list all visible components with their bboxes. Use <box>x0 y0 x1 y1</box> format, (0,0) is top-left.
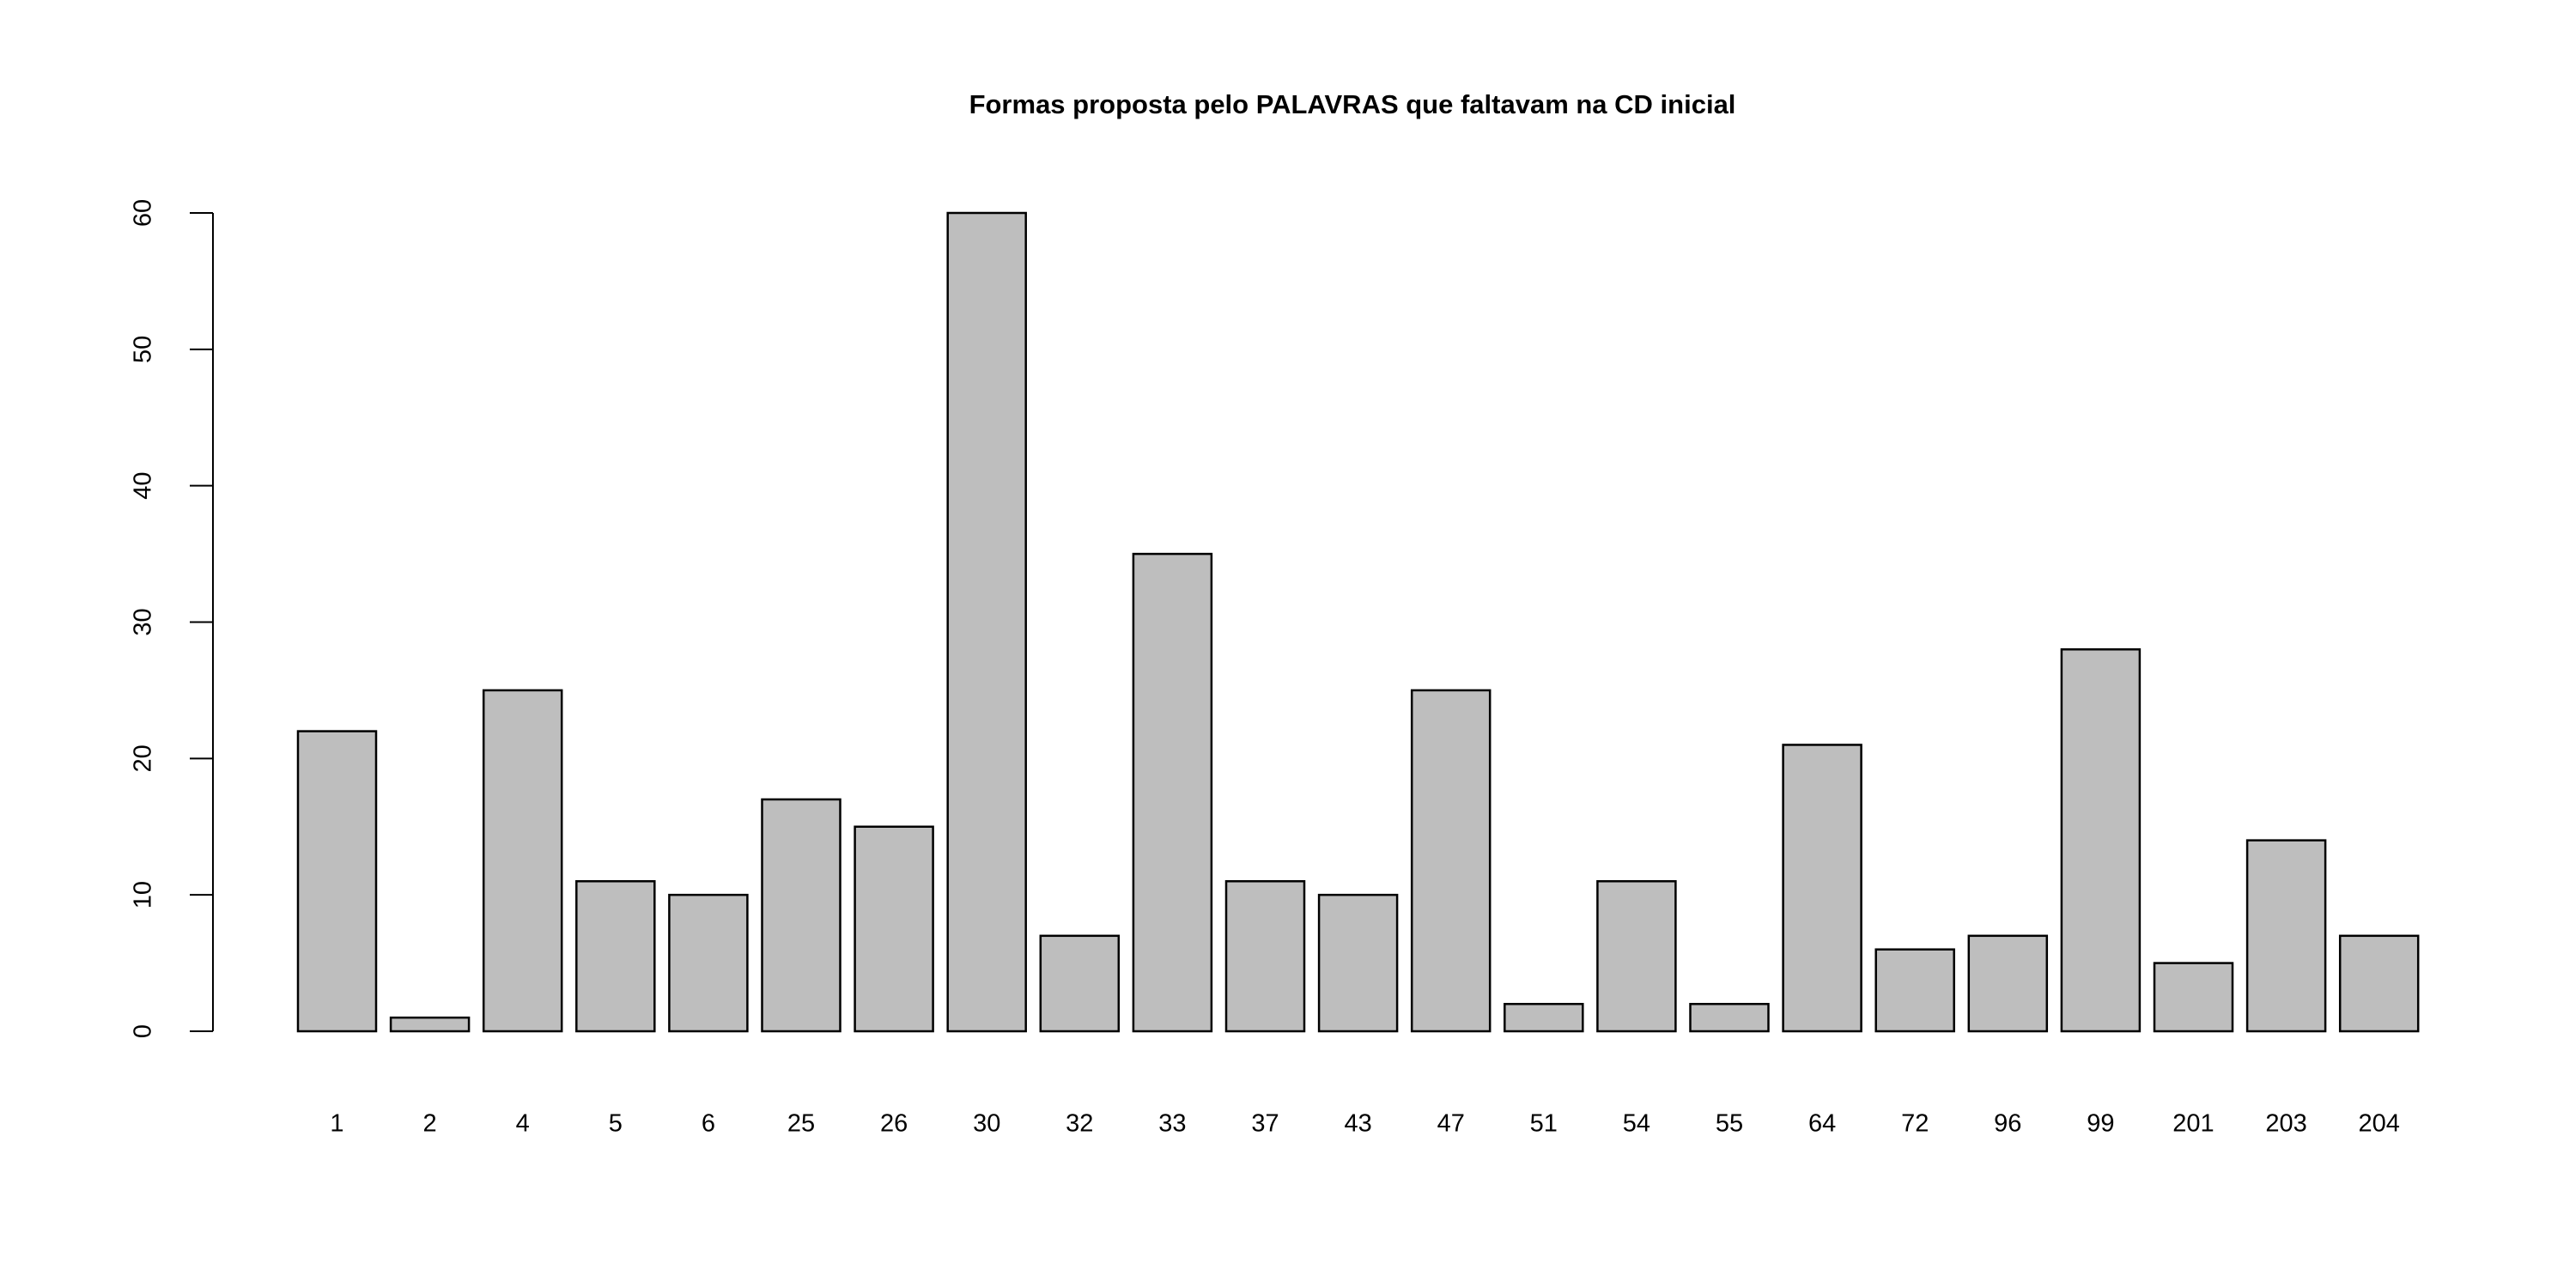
bar <box>1224 880 1306 1033</box>
bar <box>1504 1002 1584 1033</box>
bar <box>1874 948 1955 1033</box>
x-tick-label: 1 <box>330 1110 343 1138</box>
bar <box>1689 1002 1770 1033</box>
x-tick-label: 4 <box>516 1110 530 1138</box>
bar <box>2338 934 2420 1033</box>
x-tick-label: 33 <box>1158 1110 1186 1138</box>
bar <box>1967 934 2049 1033</box>
bar <box>1596 880 1677 1033</box>
x-tick-label: 54 <box>1623 1110 1650 1138</box>
y-tick-label: 0 <box>130 1024 157 1038</box>
bar <box>2060 648 2142 1033</box>
x-tick-label: 64 <box>1808 1110 1836 1138</box>
bar <box>668 893 749 1033</box>
x-tick-label: 47 <box>1437 1110 1465 1138</box>
bar <box>1410 689 1492 1033</box>
y-tick-label: 50 <box>130 336 157 363</box>
x-tick-label: 43 <box>1344 1110 1371 1138</box>
bar <box>575 880 656 1033</box>
y-tick-label: 10 <box>130 881 157 908</box>
x-tick-label: 51 <box>1530 1110 1558 1138</box>
y-tick-label: 60 <box>130 199 157 227</box>
x-tick-label: 2 <box>423 1110 437 1138</box>
x-tick-label: 55 <box>1716 1110 1743 1138</box>
bar <box>389 1016 471 1033</box>
bar <box>1317 893 1399 1033</box>
x-tick-label: 6 <box>702 1110 715 1138</box>
x-tick-label: 99 <box>2087 1110 2114 1138</box>
x-tick-label: 30 <box>973 1110 1000 1138</box>
x-tick-label: 204 <box>2359 1110 2400 1138</box>
bar <box>1132 552 1213 1033</box>
bar <box>482 689 563 1033</box>
x-tick-label: 203 <box>2265 1110 2306 1138</box>
x-tick-label: 72 <box>1901 1110 1929 1138</box>
bar <box>296 730 378 1033</box>
y-tick-label: 30 <box>130 608 157 635</box>
x-tick-label: 5 <box>609 1110 623 1138</box>
x-tick-label: 201 <box>2172 1110 2214 1138</box>
bar <box>2245 839 2327 1033</box>
bar <box>761 798 841 1033</box>
x-tick-label: 26 <box>880 1110 908 1138</box>
y-tick-label: 40 <box>130 472 157 500</box>
bar <box>946 211 1027 1033</box>
y-tick-label: 20 <box>130 744 157 772</box>
x-tick-label: 25 <box>787 1110 815 1138</box>
x-tick-label: 32 <box>1066 1110 1093 1138</box>
bar <box>854 825 934 1033</box>
bar <box>2153 962 2234 1033</box>
x-tick-label: 37 <box>1251 1110 1279 1138</box>
bar <box>1782 744 1862 1033</box>
bar <box>1039 934 1121 1033</box>
x-tick-label: 96 <box>1994 1110 2021 1138</box>
chart-title: Formas proposta pelo PALAVRAS que faltav… <box>969 89 1736 119</box>
